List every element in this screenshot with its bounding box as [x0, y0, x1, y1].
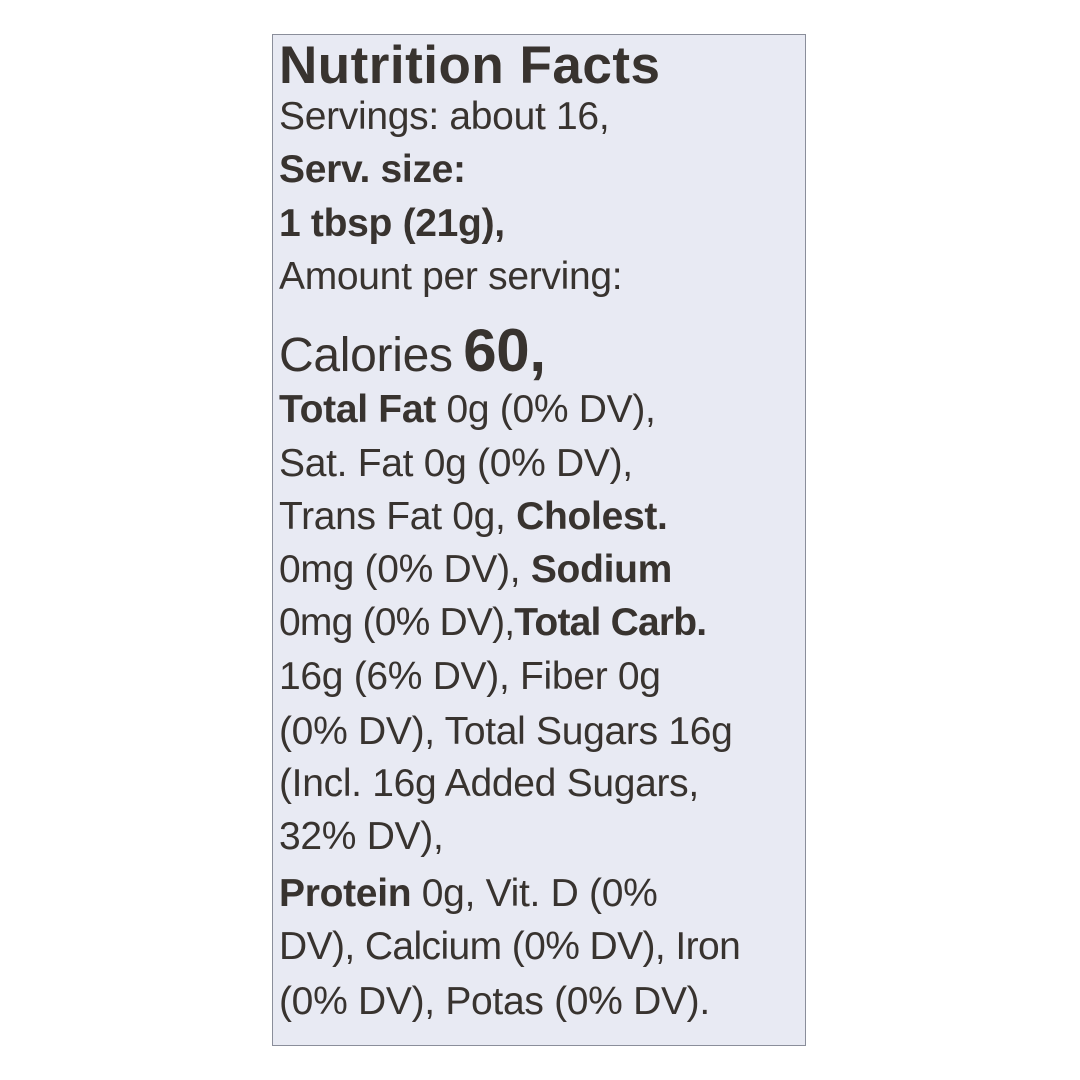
line: 32% DV), — [279, 817, 444, 856]
line: Trans Fat 0g, Cholest. — [279, 497, 668, 536]
line: DV), Calcium (0% DV), Iron — [279, 925, 741, 968]
text: (0% DV), Potas (0% DV). — [279, 980, 710, 1023]
amount-per-serving: Amount per serving: — [279, 255, 623, 298]
text: 32% DV), — [279, 815, 444, 858]
text: (0% DV), Total Sugars 16g — [279, 710, 733, 753]
line: Protein 0g, Vit. D (0% — [279, 872, 658, 915]
line: (0% DV), Total Sugars 16g — [279, 712, 733, 751]
line: (0% DV), Potas (0% DV). — [279, 982, 710, 1021]
text: 0g, Vit. D (0% — [411, 872, 658, 915]
title: Nutrition Facts — [279, 36, 661, 95]
nutrient: Sodium — [530, 548, 673, 591]
nutrient: Cholest. — [516, 495, 668, 538]
text: 0mg (0% DV), — [279, 548, 531, 591]
text: DV), Calcium (0% DV), Iron — [279, 925, 741, 968]
text: 0g (0% DV), — [435, 388, 656, 431]
text: 16g (6% DV), Fiber 0g — [279, 655, 661, 698]
calories-label: Calories — [279, 329, 453, 382]
line: (Incl. 16g Added Sugars, — [279, 764, 699, 803]
text: 0mg (0% DV), — [279, 601, 515, 644]
nutrition-label: Nutrition Facts Servings: about 16, Serv… — [272, 34, 806, 1046]
line: 0mg (0% DV), Sodium — [279, 550, 672, 589]
nutrient: Total Fat — [279, 388, 436, 431]
servings: Servings: about 16, — [279, 95, 610, 138]
line: Total Fat 0g (0% DV), — [279, 390, 656, 429]
text: (Incl. 16g Added Sugars, — [279, 762, 699, 805]
text: Trans Fat 0g, — [279, 495, 517, 538]
calories-value: 60, — [463, 317, 546, 384]
line: 16g (6% DV), Fiber 0g — [279, 657, 661, 696]
serving-size: 1 tbsp (21g), — [279, 202, 505, 245]
nutrient: Total Carb. — [514, 601, 707, 644]
serving-size-label: Serv. size: — [279, 148, 466, 191]
line: 0mg (0% DV),Total Carb. — [279, 601, 707, 644]
text: Sat. Fat 0g (0% DV), — [279, 442, 633, 485]
nutrient: Protein — [279, 872, 412, 915]
line: Sat. Fat 0g (0% DV), — [279, 444, 633, 483]
calories-row: Calories 60, — [279, 321, 546, 381]
